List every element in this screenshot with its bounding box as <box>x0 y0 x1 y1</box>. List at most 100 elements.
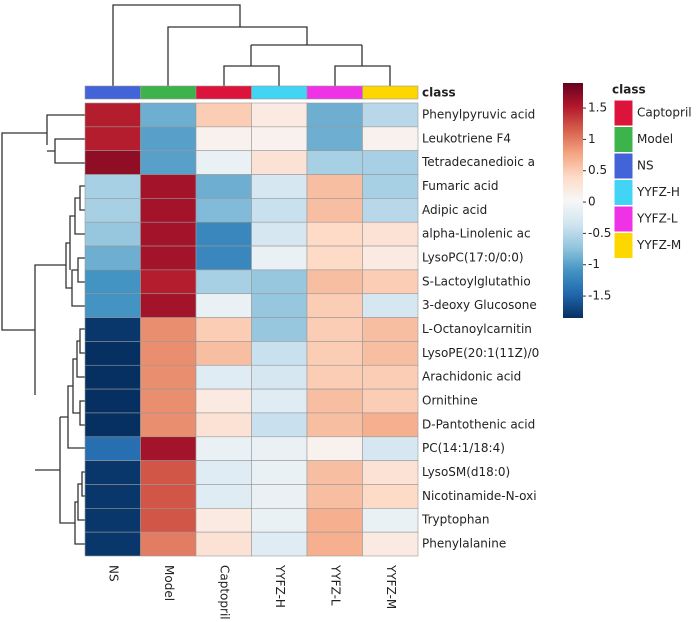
heatmap-cell <box>84 508 141 533</box>
heatmap-cell <box>251 341 308 366</box>
heatmap-cell <box>140 341 197 366</box>
heatmap-cell <box>84 126 141 151</box>
legend-swatch <box>613 99 634 127</box>
class-bar-cell <box>195 85 252 100</box>
heatmap-cell <box>306 460 363 485</box>
heatmap-cell <box>195 245 252 271</box>
heatmap-cell <box>140 317 197 342</box>
legend-label: YYFZ-M <box>636 238 681 252</box>
heatmap-cell <box>140 221 197 247</box>
heatmap-cell <box>195 293 252 318</box>
row-label: Tetradecanedioic a <box>421 155 535 169</box>
heatmap-cell <box>251 388 308 414</box>
column-label: YYFZ-M <box>384 564 398 609</box>
heatmap-cell <box>251 174 308 199</box>
class-bar-cell <box>251 85 308 100</box>
heatmap-cell <box>84 388 141 414</box>
row-label: Arachidonic acid <box>422 370 521 384</box>
heatmap-cell <box>362 341 419 366</box>
heatmap-cell <box>251 245 308 271</box>
heatmap-cell <box>140 293 197 318</box>
heatmap-cell <box>195 436 252 461</box>
heatmap-cell <box>306 412 363 438</box>
heatmap-cell <box>251 460 308 485</box>
legend-swatch <box>613 179 634 206</box>
heatmap-cell <box>251 150 308 175</box>
heatmap-cell <box>362 150 419 175</box>
row-dendrogram <box>1 114 85 545</box>
heatmap-cell <box>362 364 419 390</box>
legend-label: Model <box>637 132 673 146</box>
heatmap-cell <box>140 364 197 390</box>
heatmap-cell <box>362 174 419 199</box>
heatmap-cell <box>362 317 419 342</box>
heatmap-cell <box>306 150 363 175</box>
heatmap-cell <box>362 102 419 128</box>
heatmap-cell <box>362 508 419 533</box>
heatmap-cell <box>362 388 419 414</box>
column-label: YYFZ-H <box>273 564 287 608</box>
heatmap-cell <box>251 364 308 390</box>
heatmap-cell <box>306 364 363 390</box>
heatmap-cell <box>306 221 363 247</box>
colorbar-tick-label: 1 <box>588 132 596 146</box>
heatmap-cell <box>84 531 141 557</box>
heatmap-cell <box>362 531 419 557</box>
row-label: Leukotriene F4 <box>422 131 511 145</box>
row-label: LysoSM(d18:0) <box>422 465 510 479</box>
heatmap-cell <box>140 388 197 414</box>
heatmap-cell <box>195 102 252 128</box>
heatmap-cell <box>362 221 419 247</box>
heatmap-cell <box>84 102 141 128</box>
row-label: D-Pantothenic acid <box>422 417 535 431</box>
heatmap-cell <box>140 508 197 533</box>
heatmap-cell <box>195 317 252 342</box>
column-label: YYFZ-L <box>328 564 342 606</box>
heatmap-cell <box>362 293 419 318</box>
class-bar-cell <box>362 85 419 100</box>
heatmap-cell <box>195 484 252 509</box>
row-label: L-Octanoylcarnitin <box>422 322 532 336</box>
heatmap-cell <box>251 198 308 223</box>
row-label: Phenylpyruvic acid <box>422 107 535 121</box>
column-label: Model <box>162 565 176 601</box>
heatmap-cell <box>140 126 197 151</box>
heatmap-cell <box>84 364 141 390</box>
heatmap-cell <box>84 245 141 271</box>
heatmap-cell <box>306 531 363 557</box>
row-label: 3-deoxy Glucosone <box>422 298 537 312</box>
heatmap-cell <box>362 484 419 509</box>
colorbar-tick-label: 0.5 <box>588 163 607 177</box>
class-bar-cell <box>84 85 141 100</box>
legend-swatch <box>613 232 634 259</box>
row-label: PC(14:1/18:4) <box>422 441 505 455</box>
class-bar-title: class <box>422 86 456 100</box>
heatmap-cell <box>195 198 252 223</box>
heatmap-cell <box>251 126 308 151</box>
legend-swatch <box>613 126 634 153</box>
heatmap-cell <box>84 484 141 509</box>
row-label: S-Lactoylglutathio <box>422 274 531 288</box>
heatmap-cell <box>251 484 308 509</box>
heatmap-cell <box>306 198 363 223</box>
legend-label: YYFZ-H <box>636 185 680 199</box>
heatmap-cell <box>306 174 363 199</box>
heatmap-cell <box>251 412 308 438</box>
heatmap-cell <box>251 531 308 557</box>
heatmap-cell <box>84 317 141 342</box>
class-bar-cell <box>140 85 197 100</box>
heatmap-cell <box>251 508 308 533</box>
heatmap-cell <box>195 126 252 151</box>
heatmap-cell <box>195 221 252 247</box>
heatmap-cell <box>306 436 363 461</box>
heatmap-cell <box>84 341 141 366</box>
heatmap-cell <box>362 126 419 151</box>
heatmap-cell <box>362 412 419 438</box>
heatmap-cell <box>140 412 197 438</box>
heatmap-cell <box>84 150 141 175</box>
column-label: NS <box>106 565 120 582</box>
heatmap-cell <box>140 531 197 557</box>
heatmap-cell <box>306 245 363 271</box>
column-dendrogram <box>112 4 391 86</box>
